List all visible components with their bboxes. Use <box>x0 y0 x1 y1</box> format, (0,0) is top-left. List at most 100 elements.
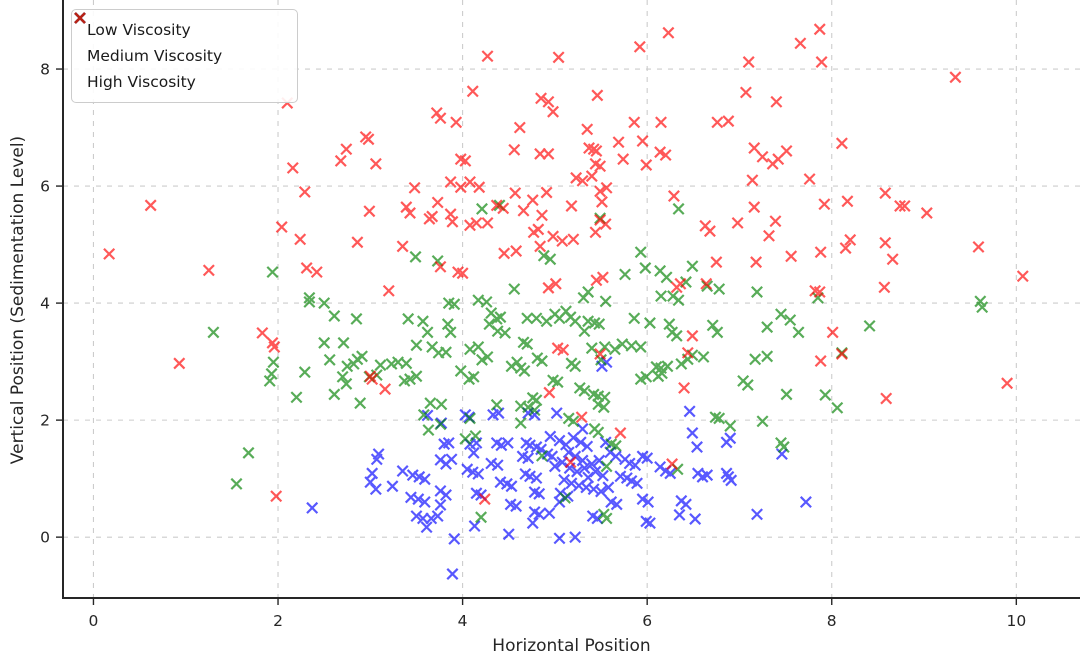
data-point[interactable] <box>672 202 685 215</box>
data-point[interactable] <box>505 480 518 493</box>
data-point[interactable] <box>581 123 594 136</box>
data-point[interactable] <box>617 153 630 166</box>
data-point[interactable] <box>535 449 548 462</box>
data-point[interactable] <box>363 205 376 218</box>
data-point[interactable] <box>298 366 311 379</box>
data-point[interactable] <box>323 353 336 366</box>
data-point[interactable] <box>434 498 447 511</box>
data-point[interactable] <box>499 326 512 339</box>
data-point[interactable] <box>464 343 476 356</box>
data-point[interactable] <box>340 143 353 156</box>
data-point[interactable] <box>459 154 472 167</box>
data-point[interactable] <box>815 56 828 69</box>
data-point[interactable] <box>341 360 354 373</box>
data-point[interactable] <box>404 373 416 386</box>
data-point[interactable] <box>417 408 430 421</box>
data-point[interactable] <box>469 429 482 442</box>
data-point[interactable] <box>746 174 759 187</box>
data-point[interactable] <box>547 105 560 118</box>
data-point[interactable] <box>445 453 458 466</box>
data-point[interactable] <box>596 271 609 284</box>
data-point[interactable] <box>431 196 444 209</box>
data-point[interactable] <box>472 467 485 480</box>
data-point[interactable] <box>763 229 775 242</box>
data-point[interactable] <box>590 274 603 287</box>
data-point[interactable] <box>769 215 782 228</box>
data-point[interactable] <box>294 233 307 246</box>
data-point[interactable] <box>508 143 521 156</box>
data-point[interactable] <box>879 187 892 200</box>
data-point[interactable] <box>697 350 710 363</box>
data-point[interactable] <box>592 426 605 439</box>
data-point[interactable] <box>751 286 763 298</box>
data-point[interactable] <box>444 326 457 339</box>
data-point[interactable] <box>408 181 421 194</box>
data-point[interactable] <box>724 432 737 445</box>
data-point[interactable] <box>972 240 985 253</box>
data-point[interactable] <box>537 249 550 262</box>
data-point[interactable] <box>831 401 844 414</box>
data-point[interactable] <box>713 283 726 296</box>
data-point[interactable] <box>379 383 392 396</box>
data-point[interactable] <box>819 388 832 401</box>
data-point[interactable] <box>448 532 461 545</box>
data-point[interactable] <box>739 86 752 99</box>
data-point[interactable] <box>480 295 493 308</box>
data-point[interactable] <box>318 297 331 310</box>
data-point[interactable] <box>599 295 612 308</box>
data-point[interactable] <box>369 157 382 170</box>
data-point[interactable] <box>826 326 839 339</box>
data-point[interactable] <box>351 236 364 249</box>
data-point[interactable] <box>256 326 269 339</box>
data-point[interactable] <box>570 171 583 184</box>
data-point[interactable] <box>557 343 570 356</box>
data-point[interactable] <box>267 356 280 369</box>
data-point[interactable] <box>642 496 655 509</box>
legend-item-low-viscosity[interactable]: Low Viscosity <box>72 12 297 43</box>
data-point[interactable] <box>508 283 521 296</box>
data-point[interactable] <box>340 377 353 390</box>
data-point[interactable] <box>652 370 665 383</box>
data-point[interactable] <box>640 159 653 171</box>
data-point[interactable] <box>318 336 331 349</box>
data-point[interactable] <box>628 312 641 325</box>
data-point[interactable] <box>595 485 608 498</box>
data-point[interactable] <box>792 326 805 339</box>
data-point[interactable] <box>526 517 539 530</box>
data-point[interactable] <box>533 487 546 500</box>
data-point[interactable] <box>683 405 696 418</box>
data-point[interactable] <box>552 51 565 64</box>
data-point[interactable] <box>596 469 609 482</box>
data-point[interactable] <box>530 394 543 407</box>
data-point[interactable] <box>502 528 515 541</box>
data-point[interactable] <box>666 458 679 470</box>
data-point[interactable] <box>265 367 278 380</box>
data-point[interactable] <box>490 398 503 411</box>
data-point[interactable] <box>576 422 589 435</box>
data-point[interactable] <box>585 342 598 355</box>
data-point[interactable] <box>580 481 593 494</box>
data-point[interactable] <box>501 436 514 449</box>
data-point[interactable] <box>597 401 610 414</box>
data-point[interactable] <box>659 149 672 162</box>
data-point[interactable] <box>640 515 653 528</box>
data-point[interactable] <box>490 199 503 212</box>
data-point[interactable] <box>641 452 654 465</box>
data-point[interactable] <box>366 467 379 480</box>
data-point[interactable] <box>785 250 798 263</box>
data-point[interactable] <box>103 247 116 260</box>
data-point[interactable] <box>454 181 467 194</box>
data-point[interactable] <box>701 469 714 482</box>
data-point[interactable] <box>1001 377 1014 390</box>
data-point[interactable] <box>418 473 431 486</box>
data-point[interactable] <box>497 202 510 215</box>
data-point[interactable] <box>750 256 763 269</box>
data-point[interactable] <box>459 432 472 445</box>
data-point[interactable] <box>667 190 680 202</box>
data-point[interactable] <box>548 460 561 473</box>
data-point[interactable] <box>894 199 907 212</box>
data-point[interactable] <box>610 498 623 511</box>
data-point[interactable] <box>878 281 891 294</box>
data-point[interactable] <box>207 326 220 339</box>
data-point[interactable] <box>328 388 341 401</box>
